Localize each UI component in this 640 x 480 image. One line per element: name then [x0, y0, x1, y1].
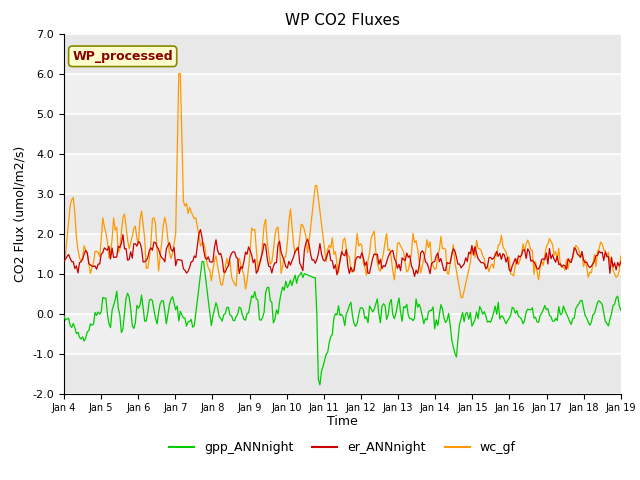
- Y-axis label: CO2 Flux (umol/m2/s): CO2 Flux (umol/m2/s): [14, 145, 27, 282]
- Bar: [64, 73, 621, 114]
- X-axis label: Time: Time: [327, 415, 358, 428]
- Bar: [64, 154, 621, 193]
- Title: WP CO2 Fluxes: WP CO2 Fluxes: [285, 13, 400, 28]
- Legend: gpp_ANNnight, er_ANNnight, wc_gf: gpp_ANNnight, er_ANNnight, wc_gf: [164, 436, 520, 459]
- Bar: [64, 313, 621, 354]
- Bar: [64, 234, 621, 274]
- Text: WP_processed: WP_processed: [72, 50, 173, 63]
